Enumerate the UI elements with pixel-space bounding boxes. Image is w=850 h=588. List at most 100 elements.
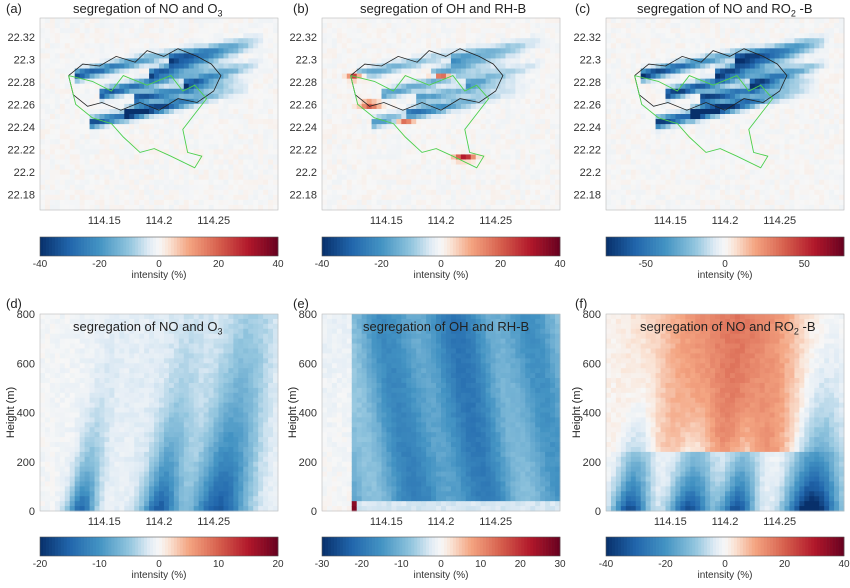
heat-cell <box>134 73 140 80</box>
heat-cell <box>223 23 229 29</box>
heat-cell <box>630 103 637 110</box>
heat-cell <box>371 88 377 95</box>
heat-cell <box>336 43 343 49</box>
heat-cell <box>69 63 76 69</box>
heat-cell <box>510 159 516 165</box>
heat-cell <box>74 134 81 140</box>
heat-cell <box>356 129 363 135</box>
heat-cell <box>263 124 269 130</box>
heat-cell <box>645 164 652 170</box>
heat-cell <box>450 144 457 150</box>
heat-cell <box>59 93 66 100</box>
heat-cell <box>675 23 681 29</box>
heat-cell <box>341 108 348 115</box>
heat-cell <box>455 88 462 95</box>
heat-cell <box>173 134 180 140</box>
heat-cell <box>346 43 353 49</box>
heat-cell <box>198 58 205 64</box>
heat-cell <box>356 164 363 170</box>
heat-cell <box>465 134 472 140</box>
heat-cell <box>351 134 358 140</box>
heat-cell <box>193 78 200 85</box>
heat-cell <box>606 119 612 125</box>
heat-cell <box>500 23 506 29</box>
heat-cell <box>610 58 617 64</box>
heat-cell <box>680 108 686 115</box>
heat-cell <box>610 73 617 80</box>
heat-cell <box>500 103 506 110</box>
heat-cell <box>341 199 348 206</box>
heat-cell <box>700 154 706 160</box>
heat-cell <box>193 129 200 135</box>
heat-cell <box>485 194 491 201</box>
heat-cell <box>685 129 691 135</box>
colorbar-swatch <box>275 237 279 256</box>
heat-cell <box>734 154 741 160</box>
heat-cell <box>465 98 472 105</box>
heat-cell <box>406 129 412 135</box>
heat-cell <box>660 139 666 145</box>
heat-cell <box>436 174 442 181</box>
heat-cell <box>248 149 254 155</box>
heat-cell <box>168 184 175 191</box>
heat-cell <box>675 48 681 54</box>
heat-cell <box>525 164 531 170</box>
heat-cell <box>720 204 726 211</box>
heat-cell <box>144 73 150 80</box>
heat-cell <box>401 63 407 69</box>
heat-cell <box>114 53 120 59</box>
heat-cell <box>680 169 686 176</box>
heat-cell <box>59 179 66 186</box>
heat-cell <box>69 129 76 135</box>
heat-cell <box>263 48 269 54</box>
heat-cell <box>406 149 412 155</box>
colorbar-swatch <box>105 237 109 256</box>
heat-cell <box>129 169 135 176</box>
heat-cell <box>149 144 155 150</box>
heat-cell <box>74 53 81 59</box>
heat-cell <box>705 18 711 24</box>
heat-cell <box>258 28 264 34</box>
heat-cell <box>74 58 81 64</box>
heat-cell <box>391 108 397 115</box>
heat-cell <box>540 174 546 181</box>
heat-cell <box>376 174 382 181</box>
heat-cell <box>263 93 269 100</box>
heat-cell <box>263 194 269 201</box>
heat-cell <box>381 129 387 135</box>
heat-cell <box>396 129 402 135</box>
heat-cell <box>550 98 556 105</box>
heat-cell <box>660 149 666 155</box>
heat-cell <box>336 103 343 110</box>
colorbar-swatch <box>464 237 469 256</box>
heat-cell <box>109 23 115 29</box>
heat-cell <box>94 98 100 105</box>
heat-cell <box>44 184 51 191</box>
heat-cell <box>630 43 637 49</box>
heat-cell <box>396 88 402 95</box>
heat-cell <box>40 98 46 105</box>
heat-cell <box>386 174 392 181</box>
heat-cell <box>54 149 61 155</box>
heat-cell <box>650 169 656 176</box>
heat-cell <box>421 38 427 44</box>
heat-cell <box>178 184 185 191</box>
heat-cell <box>406 73 412 80</box>
heat-cell <box>610 119 617 125</box>
heat-cell <box>640 179 647 186</box>
heat-cell <box>144 78 150 85</box>
heat-cell <box>233 33 239 39</box>
heat-cell <box>144 93 150 100</box>
heat-cell <box>149 129 155 135</box>
heat-cell <box>645 108 652 115</box>
heat-cell <box>606 98 612 105</box>
heat-cell <box>620 119 627 125</box>
heat-cell <box>465 149 472 155</box>
heat-cell <box>336 108 343 115</box>
heat-cell <box>744 174 751 181</box>
heat-cell <box>630 159 637 165</box>
heat-cell <box>263 83 269 90</box>
heat-cell <box>665 43 671 49</box>
heat-cell <box>381 68 387 74</box>
heat-cell <box>84 154 90 160</box>
